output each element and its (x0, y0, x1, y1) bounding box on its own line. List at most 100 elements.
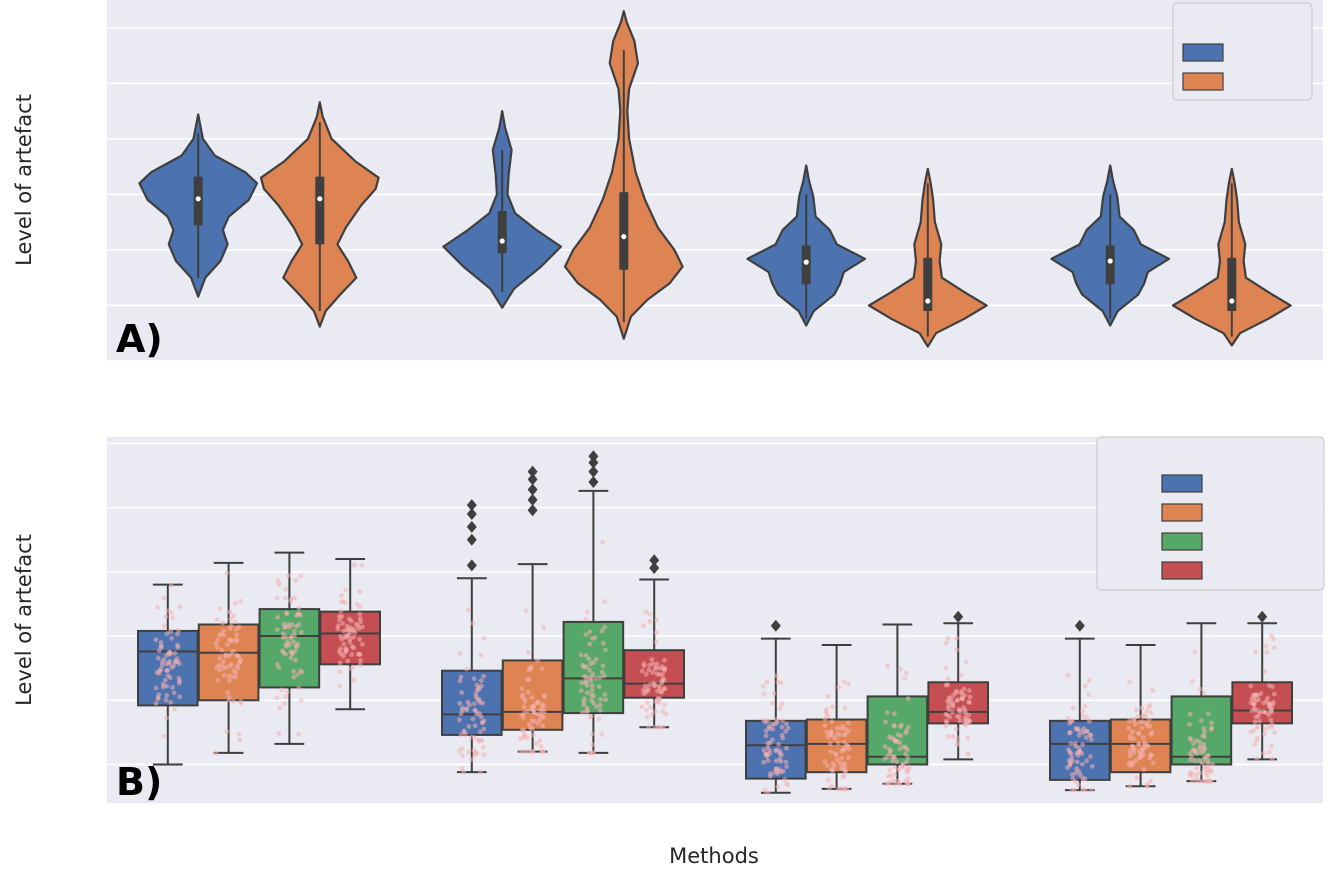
strip-point (1131, 736, 1137, 742)
strip-point (1198, 718, 1204, 723)
strip-point (897, 740, 902, 746)
strip-point (231, 668, 237, 673)
strip-point (760, 683, 766, 689)
strip-point (1201, 691, 1207, 696)
strip-point (784, 781, 790, 787)
box-outlier (1074, 619, 1085, 632)
strip-point (160, 684, 166, 690)
strip-point (600, 663, 606, 669)
strip-point (1134, 775, 1140, 781)
strip-point (782, 777, 788, 782)
strip-point (1069, 754, 1075, 760)
strip-point (1148, 710, 1154, 716)
violin-steam-entropy (746, 164, 867, 327)
strip-point (583, 653, 589, 658)
strip-point (830, 704, 835, 710)
strip-point (293, 578, 299, 583)
strip-point (234, 637, 240, 643)
strip-point (659, 664, 665, 669)
strip-point (838, 786, 844, 792)
strip-point (1189, 754, 1194, 759)
box-outlier (953, 610, 964, 623)
strip-point (1136, 731, 1142, 736)
strip-point (884, 710, 890, 715)
strip-point (1086, 692, 1092, 697)
box-iqr (197, 623, 260, 702)
strip-point (966, 712, 972, 718)
violin-median-dot (925, 298, 931, 304)
strip-point (357, 611, 363, 617)
strip-point (887, 734, 892, 740)
strip-point (299, 630, 304, 635)
strip-point (538, 707, 543, 713)
strip-point (966, 717, 972, 723)
strip-point (296, 605, 302, 611)
strip-point (474, 711, 480, 717)
strip-point (1187, 736, 1193, 741)
strip-point (535, 720, 541, 726)
strip-point (822, 716, 828, 722)
strip-point (217, 655, 223, 661)
strip-point (291, 674, 297, 680)
strip-point (1263, 644, 1269, 649)
violin-se-entropy (867, 167, 988, 348)
strip-point (1082, 776, 1088, 782)
strip-point (1084, 758, 1090, 764)
strip-point (351, 562, 357, 568)
strip-point (896, 767, 901, 773)
strip-point (481, 752, 487, 757)
strip-point (888, 748, 894, 754)
strip-point (459, 690, 465, 695)
legend-swatch-steam (1182, 43, 1224, 62)
strip-point (529, 726, 535, 732)
strip-point (1088, 787, 1094, 793)
strip-point (523, 608, 529, 614)
strip-point (776, 741, 782, 747)
strip-point (967, 694, 973, 700)
strip-points (760, 673, 791, 796)
strip-point (1272, 730, 1277, 735)
strip-point (338, 599, 344, 605)
strip-point (214, 617, 220, 622)
strip-point (461, 769, 466, 775)
strip-point (1065, 673, 1071, 678)
strip-point (341, 628, 346, 634)
strip-point (459, 766, 465, 771)
strip-points (822, 679, 852, 792)
strip-point (1139, 714, 1145, 719)
strip-point (227, 626, 233, 631)
strip-point (1089, 764, 1095, 769)
strip-point (355, 623, 361, 629)
strip-point (526, 650, 531, 656)
strip-point (648, 704, 654, 710)
strip-point (1127, 753, 1133, 759)
strip-point (229, 662, 235, 668)
strip-point (780, 718, 785, 724)
strip-point (837, 732, 843, 738)
strip-point (164, 693, 170, 698)
strip-point (1269, 721, 1275, 727)
strip-point (1144, 723, 1150, 729)
strip-point (539, 749, 545, 754)
box-0-entropy (745, 619, 807, 796)
strip-point (159, 663, 165, 668)
strip-point (529, 695, 535, 700)
strip-point (219, 663, 225, 668)
strip-point (340, 621, 345, 626)
strip-point (842, 731, 848, 737)
strip-point (522, 699, 528, 704)
strip-point (236, 731, 242, 737)
box-150-entropy (805, 644, 868, 792)
strip-point (783, 759, 789, 765)
strip-point (761, 691, 767, 697)
strip-point (167, 675, 173, 680)
strip-point (1133, 721, 1138, 727)
strip-point (1065, 716, 1071, 722)
strip-point (1262, 669, 1268, 675)
strip-point (1126, 718, 1132, 724)
strip-point (841, 739, 847, 745)
strip-point (1266, 712, 1272, 718)
strip-point (164, 668, 170, 673)
strip-point (1194, 772, 1199, 777)
strip-points (1187, 649, 1215, 784)
